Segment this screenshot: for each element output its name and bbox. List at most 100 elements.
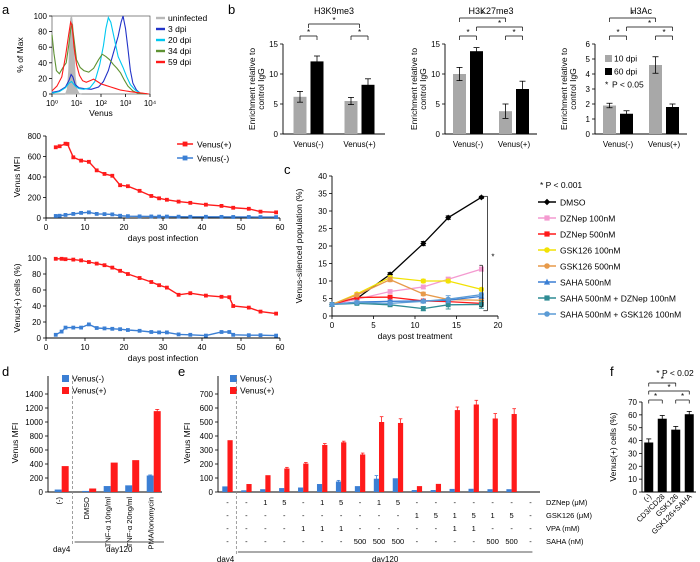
data-marker (329, 301, 335, 308)
bar (620, 113, 633, 134)
legend-label: Venus(+) (240, 386, 274, 396)
condition-row-label: VPA (mM) (546, 524, 580, 533)
x-axis-label: days post infection (128, 233, 199, 243)
data-marker (543, 278, 551, 285)
x-axis-label: Venus (89, 108, 113, 118)
condition-cell: - (302, 511, 305, 520)
data-marker (231, 332, 236, 337)
data-marker (188, 291, 193, 296)
condition-cell: - (529, 498, 532, 507)
x-tick-label: Venus(+) (498, 140, 531, 149)
bar (516, 89, 529, 134)
panel-b-h3k9me3: H3K9me3 0 5 10 15 Enrichment relative tocontr… (236, 4, 396, 159)
bar (303, 463, 309, 492)
x-tick-label: Venus(-) (603, 140, 634, 149)
data-marker (246, 215, 251, 219)
bar (361, 84, 375, 134)
condition-cell: - (435, 498, 438, 507)
condition-cell: - (529, 537, 532, 546)
bar (146, 475, 154, 492)
legend-star: * (605, 80, 609, 90)
x-tick-label: (-) (55, 497, 64, 505)
data-marker (387, 277, 393, 283)
data-marker (204, 202, 208, 207)
condition-cell: 500 (354, 537, 367, 546)
condition-cell: - (340, 537, 343, 546)
condition-cell: 1 (453, 524, 457, 533)
x-tick-label: 60 (276, 343, 285, 352)
data-marker (110, 173, 115, 178)
y-tick-label: 40 (318, 172, 327, 181)
bar (470, 51, 483, 135)
legend-label: Venus(-) (240, 374, 272, 384)
y-tick-label: 0 (37, 214, 42, 223)
y-tick-label: 1000 (25, 418, 43, 427)
data-marker (544, 295, 550, 301)
condition-cell: - (397, 524, 400, 533)
data-marker (118, 183, 122, 188)
data-marker (94, 212, 99, 216)
data-marker (165, 330, 169, 335)
y-tick-label: 20 (628, 462, 637, 471)
x-tick-label: 10 (411, 321, 420, 330)
data-marker (445, 302, 451, 308)
legend-label: DZNep 500nM (560, 230, 615, 240)
data-marker (478, 286, 484, 292)
data-marker (165, 214, 169, 219)
data-marker (87, 260, 91, 264)
panel-label-f: f (610, 364, 614, 379)
y-tick-label: 25 (318, 225, 327, 234)
bar (657, 418, 667, 492)
condition-cell: 1 (263, 498, 267, 507)
bar (392, 478, 398, 492)
data-marker (219, 214, 224, 219)
y-tick-label: 10 (628, 475, 637, 484)
data-marker (219, 294, 224, 299)
y-tick-label: 0 (436, 130, 441, 139)
y-axis-label: Enrichment relative tocontrol IgG (409, 48, 428, 130)
data-marker (258, 209, 263, 214)
data-marker (87, 322, 91, 327)
y-tick-label: 800 (30, 432, 44, 441)
x-tick-label: 10 (81, 343, 90, 352)
bar (344, 101, 358, 134)
condition-cell: - (510, 524, 513, 533)
bar (454, 410, 460, 492)
legend-label: 60 dpi (614, 67, 637, 77)
bar (411, 490, 417, 492)
data-marker (420, 284, 426, 290)
y-tick-label: 0 (323, 312, 328, 321)
condition-cell: 5 (434, 511, 438, 520)
data-marker (258, 309, 263, 314)
line-series (331, 302, 482, 310)
data-marker (246, 333, 251, 338)
bar (246, 484, 252, 492)
x-tick-label: 50 (237, 223, 246, 232)
bar (335, 481, 342, 492)
y-tick-label: 5 (323, 295, 328, 304)
bar (468, 488, 474, 492)
panel-label-e: e (178, 364, 186, 379)
data-marker (137, 188, 142, 193)
y-axis-label: Enrichment relative tocontrol IgG (559, 48, 578, 130)
legend-label: 20 dpi (168, 35, 191, 45)
data-marker (63, 213, 68, 217)
condition-cell: - (397, 511, 400, 520)
condition-cell: - (226, 511, 229, 520)
significance-star: * (631, 10, 634, 19)
data-marker (157, 283, 161, 288)
histogram-trace (51, 15, 148, 95)
condition-cell: - (226, 537, 229, 546)
data-marker (544, 231, 550, 237)
data-marker (149, 194, 154, 198)
bar (103, 486, 111, 492)
data-marker (110, 326, 115, 331)
condition-cell: 5 (282, 498, 286, 507)
x-axis-label: days post infection (128, 353, 199, 363)
bar (89, 488, 97, 492)
condition-cell: - (454, 537, 457, 546)
data-marker (157, 214, 161, 219)
data-marker (59, 256, 64, 261)
data-marker (63, 257, 68, 262)
condition-cell: 1 (415, 511, 419, 520)
